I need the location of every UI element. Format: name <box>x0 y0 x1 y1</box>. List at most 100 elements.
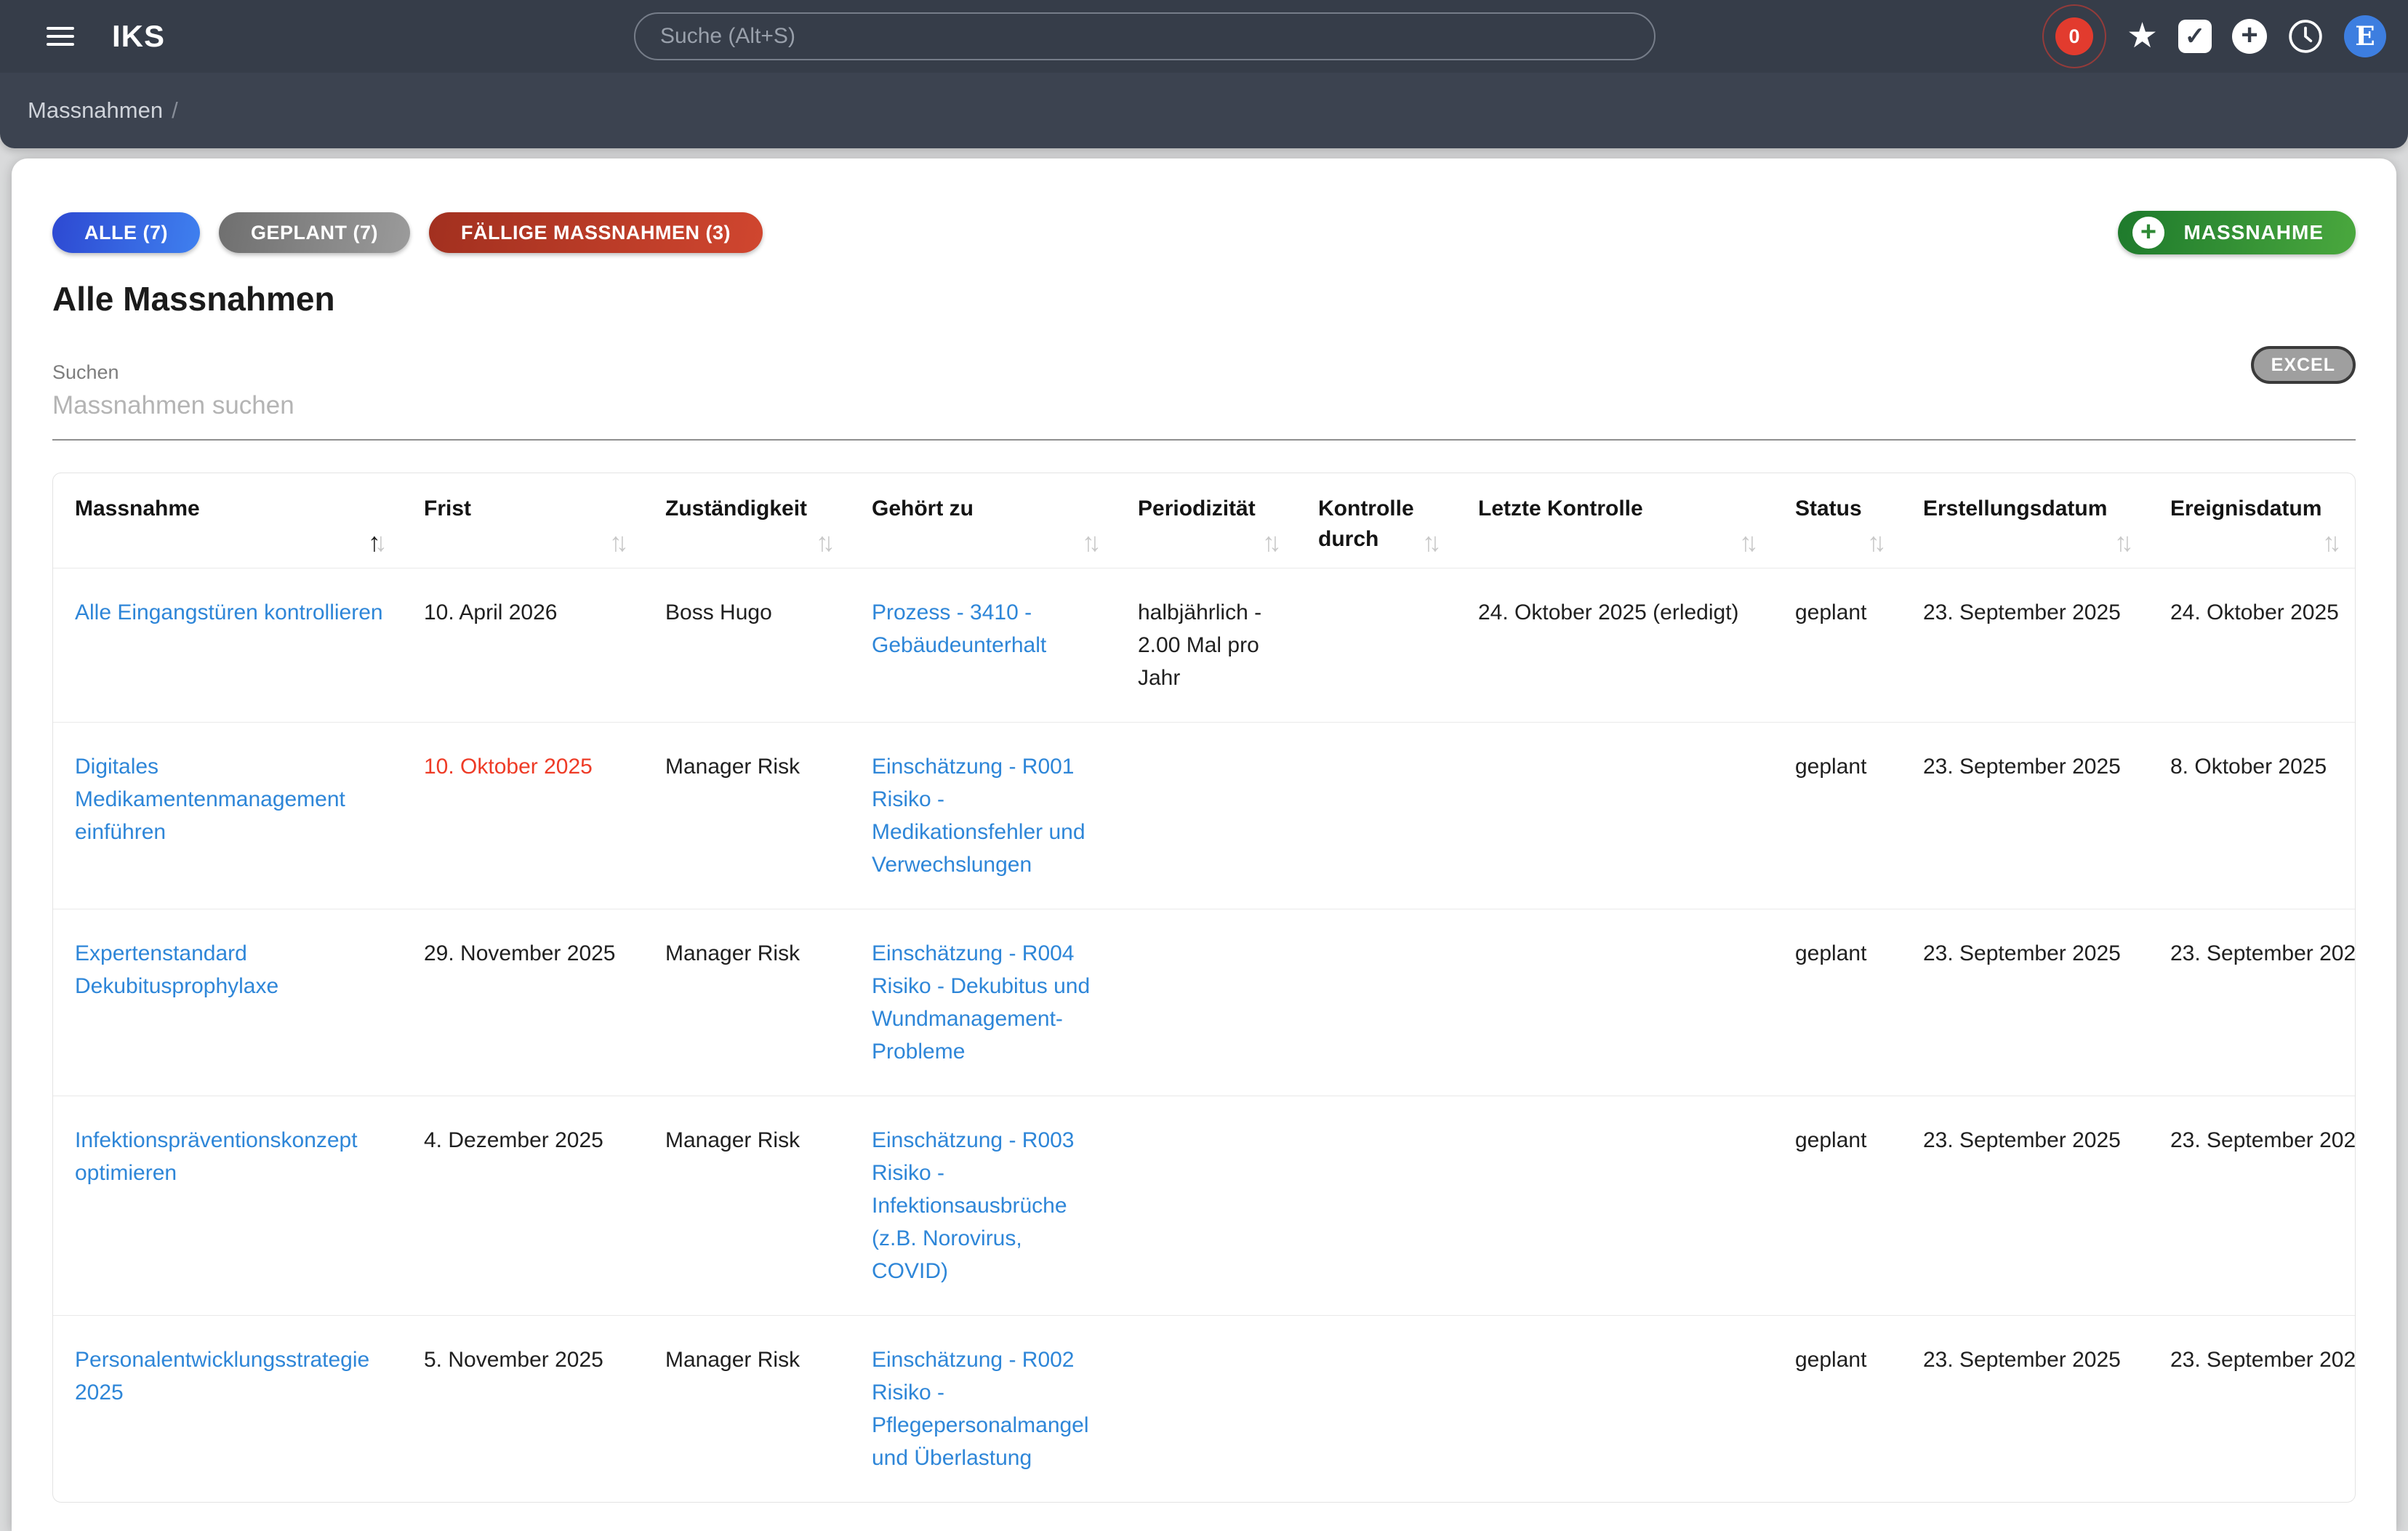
sort-icon: ↑↓ <box>1739 526 1759 557</box>
column-header-zustaendigkeit[interactable]: Zuständigkeit ↑↓ <box>643 473 850 568</box>
column-header-periodizitaet[interactable]: Periodizität ↑↓ <box>1116 473 1296 568</box>
frist-cell: 5. November 2025 <box>424 1347 603 1372</box>
kontrolle-durch-cell <box>1296 722 1456 909</box>
massnahmen-table: Massnahme ↑↓ Frist ↑↓ Zuständigkeit ↑↓ G… <box>52 473 2356 1503</box>
letzte-kontrolle-cell <box>1456 1096 1773 1315</box>
topbar: IKS 0 ★ ✓ + E <box>0 0 2408 73</box>
column-header-status[interactable]: Status ↑↓ <box>1773 473 1901 568</box>
sort-icon: ↑↓ <box>609 526 629 557</box>
massnahmen-search-input[interactable] <box>52 384 2356 441</box>
column-header-erstellungsdatum[interactable]: Erstellungsdatum ↑↓ <box>1901 473 2148 568</box>
clock-icon[interactable] <box>2287 18 2324 55</box>
zustaendigkeit-cell: Manager Risk <box>665 941 800 965</box>
check-glyph: ✓ <box>2184 23 2206 50</box>
menu-icon[interactable] <box>42 23 79 50</box>
breadcrumb-item-massnahmen[interactable]: Massnahmen <box>28 97 164 123</box>
search-label: Suchen <box>52 361 119 383</box>
letzte-kontrolle-cell <box>1456 909 1773 1096</box>
column-header-letzte-kontrolle[interactable]: Letzte Kontrolle ↑↓ <box>1456 473 1773 568</box>
filter-faellige-button[interactable]: FÄLLIGE MASSNAHMEN (3) <box>429 212 763 253</box>
kontrolle-durch-cell <box>1296 1096 1456 1315</box>
add-massnahme-label: MASSNAHME <box>2183 221 2324 244</box>
column-header-gehoert-zu[interactable]: Gehört zu ↑↓ <box>850 473 1116 568</box>
sort-icon: ↑↓ <box>1262 526 1282 557</box>
zustaendigkeit-cell: Manager Risk <box>665 1128 800 1152</box>
periodizitaet-cell: halbjährlich - 2.00 Mal pro Jahr <box>1138 600 1262 690</box>
zustaendigkeit-cell: Manager Risk <box>665 1347 800 1372</box>
sort-icon: ↑↓ <box>1867 526 1887 557</box>
sort-icon: ↑↓ <box>2322 526 2342 557</box>
add-circle-icon[interactable]: + <box>2232 19 2267 54</box>
global-search-input[interactable] <box>634 12 1656 60</box>
notification-count: 0 <box>2055 17 2093 55</box>
star-icon[interactable]: ★ <box>2126 17 2158 55</box>
erstellungsdatum-cell: 23. September 2025 <box>1923 1128 2121 1152</box>
status-cell: geplant <box>1795 1128 1867 1152</box>
sort-icon: ↑↓ <box>2114 526 2134 557</box>
table-header-row: Massnahme ↑↓ Frist ↑↓ Zuständigkeit ↑↓ G… <box>53 473 2355 568</box>
table-row: Infektionspräventionskonzept optimieren … <box>53 1096 2356 1315</box>
app-title: IKS <box>112 19 166 53</box>
notification-badge[interactable]: 0 <box>2042 4 2106 68</box>
frist-cell: 10. April 2026 <box>424 600 558 624</box>
breadcrumb: Massnahmen / <box>0 73 2408 148</box>
checkbox-icon[interactable]: ✓ <box>2178 20 2212 53</box>
content-card: ALLE (7) GEPLANT (7) FÄLLIGE MASSNAHMEN … <box>12 158 2396 1531</box>
table-row: Digitales Medikamentenmanagement einführ… <box>53 722 2355 909</box>
topbar-icons: 0 ★ ✓ + E <box>2042 4 2386 68</box>
status-cell: geplant <box>1795 754 1867 779</box>
massnahme-link[interactable]: Expertenstandard Dekubitusprophylaxe <box>75 941 279 998</box>
status-cell: geplant <box>1795 600 1867 624</box>
gehoert-zu-link[interactable]: Einschätzung - R001 Risiko - Medikations… <box>872 754 1085 877</box>
periodizitaet-cell <box>1116 722 1296 909</box>
letzte-kontrolle-cell <box>1456 722 1773 909</box>
user-avatar[interactable]: E <box>2344 15 2386 57</box>
plus-icon: + <box>2132 217 2165 249</box>
column-header-massnahme[interactable]: Massnahme ↑↓ <box>53 473 402 568</box>
letzte-kontrolle-cell: 24. Oktober 2025 (erledigt) <box>1478 600 1739 624</box>
sort-icon: ↑↓ <box>1082 526 1101 557</box>
table-row: Expertenstandard Dekubitusprophylaxe 29.… <box>53 909 2356 1096</box>
frist-cell: 4. Dezember 2025 <box>424 1128 603 1152</box>
excel-export-button[interactable]: EXCEL <box>2250 346 2356 384</box>
ereignisdatum-cell: 23. September 2025 <box>2170 1128 2356 1152</box>
gehoert-zu-link[interactable]: Prozess - 3410 - Gebäudeunterhalt <box>872 600 1047 657</box>
massnahme-link[interactable]: Alle Eingangstüren kontrollieren <box>75 600 383 624</box>
erstellungsdatum-cell: 23. September 2025 <box>1923 600 2121 624</box>
filter-alle-button[interactable]: ALLE (7) <box>52 212 200 253</box>
ereignisdatum-cell: 23. September 2025 <box>2170 1347 2356 1372</box>
erstellungsdatum-cell: 23. September 2025 <box>1923 941 2121 965</box>
gehoert-zu-link[interactable]: Einschätzung - R003 Risiko - Infektionsa… <box>872 1128 1075 1283</box>
breadcrumb-separator: / <box>172 97 178 123</box>
zustaendigkeit-cell: Boss Hugo <box>665 600 772 624</box>
gehoert-zu-link[interactable]: Einschätzung - R004 Risiko - Dekubitus u… <box>872 941 1091 1064</box>
filter-row: ALLE (7) GEPLANT (7) FÄLLIGE MASSNAHMEN … <box>52 211 2356 254</box>
column-header-ereignisdatum[interactable]: Ereignisdatum ↑↓ <box>2148 473 2355 568</box>
erstellungsdatum-cell: 23. September 2025 <box>1923 1347 2121 1372</box>
ereignisdatum-cell: 23. September 2025 <box>2170 941 2356 965</box>
sort-icon: ↑↓ <box>1422 526 1442 557</box>
periodizitaet-cell <box>1116 1096 1296 1315</box>
periodizitaet-cell <box>1116 909 1296 1096</box>
gehoert-zu-link[interactable]: Einschätzung - R002 Risiko - Pflegeperso… <box>872 1347 1089 1470</box>
zustaendigkeit-cell: Manager Risk <box>665 754 800 779</box>
ereignisdatum-cell: 8. Oktober 2025 <box>2170 754 2327 779</box>
frist-cell: 29. November 2025 <box>424 941 616 965</box>
massnahme-link[interactable]: Infektionspräventionskonzept optimieren <box>75 1128 358 1185</box>
table-row: Alle Eingangstüren kontrollieren 10. Apr… <box>53 568 2355 722</box>
filter-geplant-button[interactable]: GEPLANT (7) <box>219 212 411 253</box>
add-massnahme-button[interactable]: + MASSNAHME <box>2118 211 2356 254</box>
plus-glyph: + <box>2241 19 2258 51</box>
table-row: Personalentwicklungsstrategie 2025 5. No… <box>53 1315 2356 1502</box>
letzte-kontrolle-cell <box>1456 1315 1773 1502</box>
ereignisdatum-cell: 24. Oktober 2025 <box>2170 600 2339 624</box>
kontrolle-durch-cell <box>1296 1315 1456 1502</box>
page-title: Alle Massnahmen <box>52 280 335 318</box>
massnahme-link[interactable]: Personalentwicklungsstrategie 2025 <box>75 1347 370 1405</box>
massnahme-link[interactable]: Digitales Medikamentenmanagement einführ… <box>75 754 345 844</box>
status-cell: geplant <box>1795 941 1867 965</box>
status-cell: geplant <box>1795 1347 1867 1372</box>
column-header-kontrolle-durch[interactable]: Kontrolle durch ↑↓ <box>1296 473 1456 568</box>
column-header-frist[interactable]: Frist ↑↓ <box>402 473 643 568</box>
frist-cell: 10. Oktober 2025 <box>424 754 593 779</box>
